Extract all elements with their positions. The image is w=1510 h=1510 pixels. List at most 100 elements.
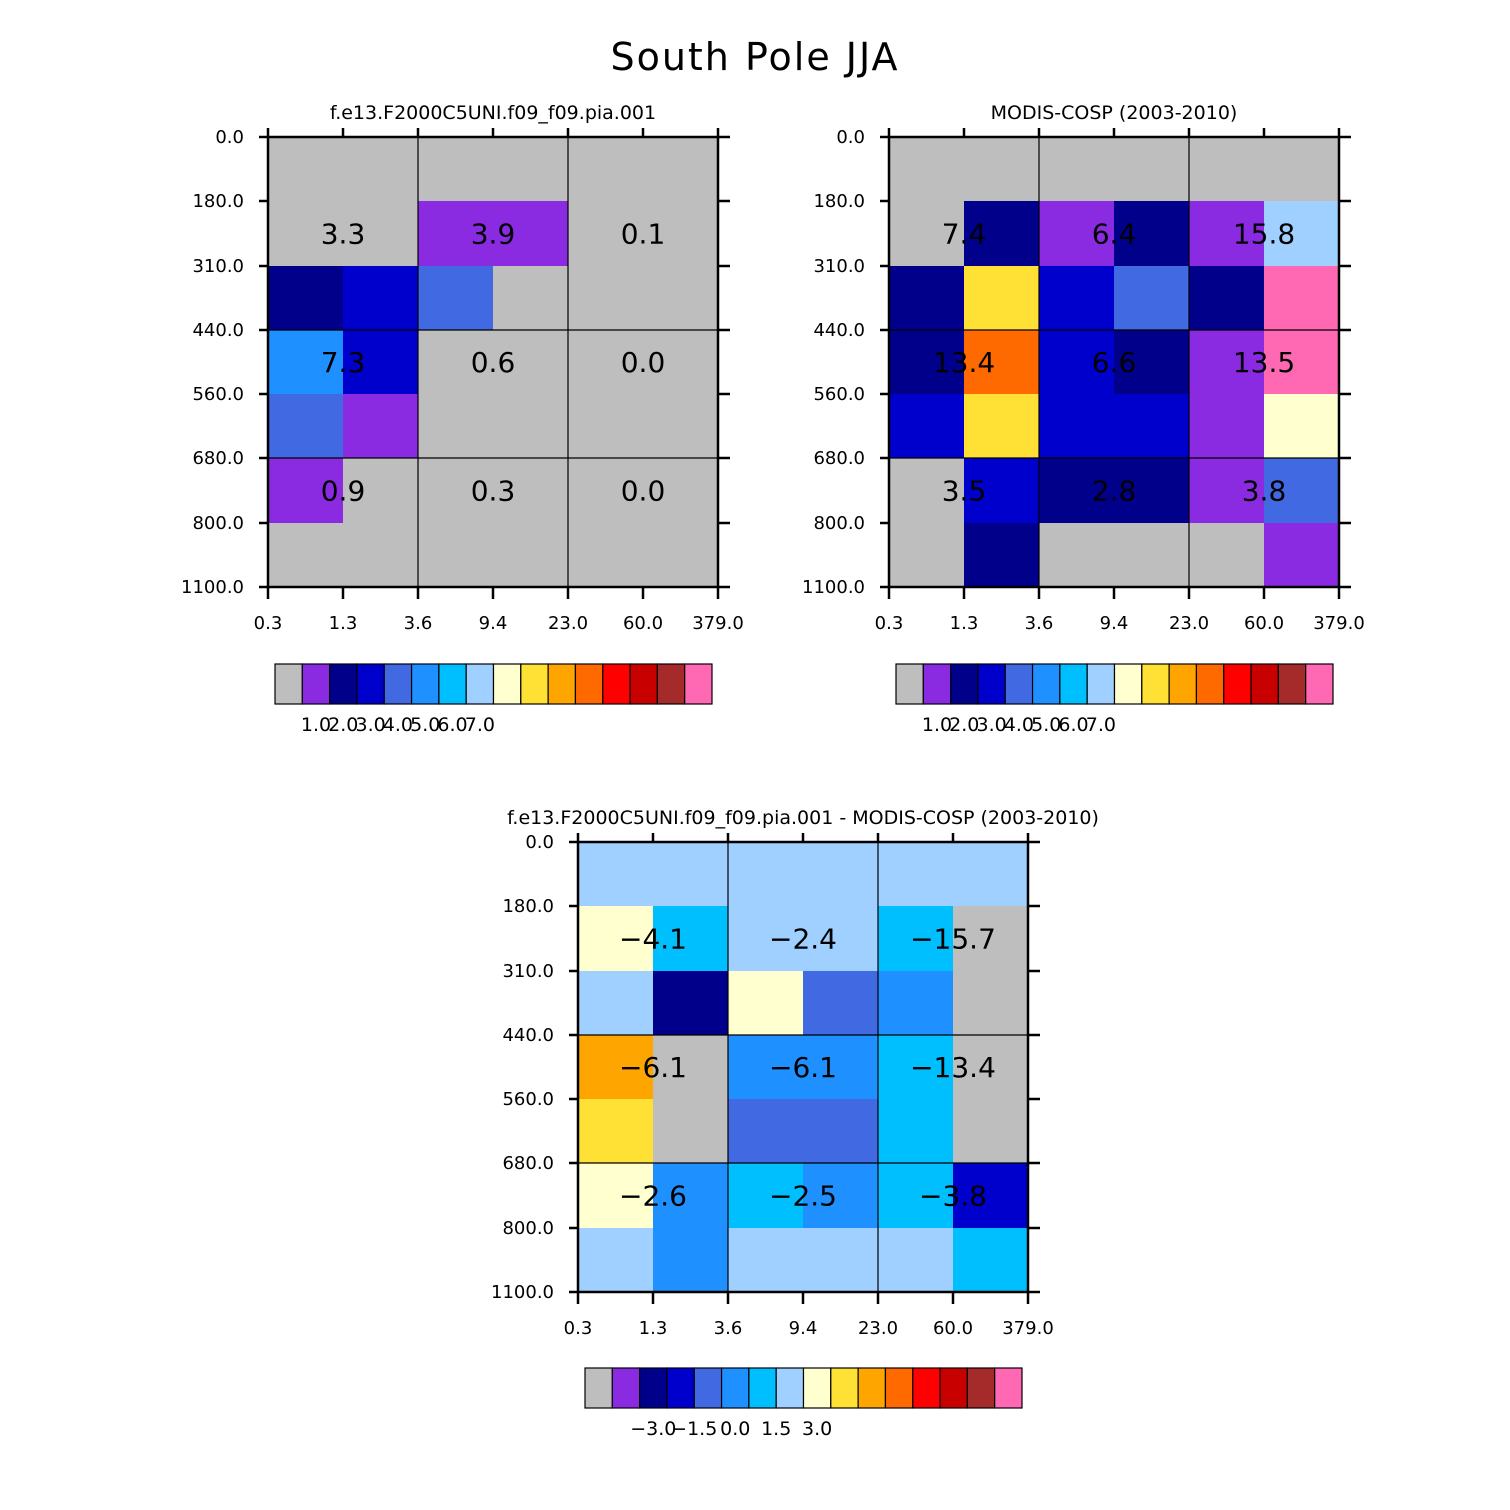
heatmap-cell — [578, 842, 653, 906]
colorbar-box — [977, 663, 1006, 705]
colorbar-label: 4.0 — [383, 714, 413, 736]
heatmap-cell — [1039, 137, 1114, 201]
heatmap-cell — [418, 266, 493, 330]
heatmap-cell — [578, 906, 653, 971]
colorbar-box — [584, 1367, 613, 1409]
colorbar-box — [1031, 663, 1061, 705]
x-tick-label: 379.0 — [1313, 613, 1365, 634]
heatmap-cell — [964, 330, 1039, 394]
y-tick-label: 180.0 — [502, 896, 554, 917]
block-value-label: −6.1 — [619, 1051, 687, 1084]
colorbar-box — [602, 663, 631, 705]
heatmap-cell — [268, 458, 343, 523]
heatmap-cell — [568, 266, 643, 330]
heatmap-cell — [568, 523, 643, 587]
block-value-label: 3.5 — [942, 475, 987, 508]
heatmap-cell — [1114, 137, 1189, 201]
heatmap-cell — [953, 906, 1028, 971]
heatmap-cell — [964, 523, 1039, 587]
colorbar-label: 6.0 — [437, 714, 467, 736]
panel-title: MODIS-COSP (2003-2010) — [991, 102, 1238, 124]
y-tick-label: 0.0 — [215, 127, 244, 148]
colorbar-box — [922, 663, 952, 705]
heatmap-cell — [728, 971, 803, 1035]
heatmap-cell — [643, 523, 718, 587]
colorbar-label: 5.0 — [410, 714, 440, 736]
heatmap-cell — [1114, 523, 1189, 587]
heatmap-cell — [268, 266, 343, 330]
heatmap-cell — [568, 330, 643, 394]
colorbar-box — [1277, 663, 1307, 705]
heatmap-cell — [964, 266, 1039, 330]
heatmap-cell — [1039, 523, 1114, 587]
block-value-label: 0.0 — [621, 475, 666, 508]
heatmap-cell — [728, 842, 803, 906]
colorbar-box — [994, 1367, 1023, 1409]
x-tick-label: 0.3 — [564, 1318, 593, 1339]
x-tick-label: 1.3 — [950, 613, 979, 634]
heatmap-cell — [803, 906, 878, 971]
y-tick-label: 310.0 — [502, 961, 554, 982]
heatmap-cell — [1189, 330, 1264, 394]
heatmap-cell — [1264, 458, 1339, 523]
panel-2: MODIS-COSP (2003-2010) 0.0 180.0 310.0 440.0… — [802, 102, 1365, 736]
heatmap-cell — [268, 137, 343, 201]
block-value-label: −2.4 — [769, 923, 837, 956]
heatmap-cell — [268, 523, 343, 587]
heatmap-cell — [418, 523, 493, 587]
block-value-label: 6.6 — [1092, 346, 1137, 379]
heatmap-cell — [964, 394, 1039, 458]
heatmap-cell — [418, 137, 493, 201]
heatmap-cell — [493, 266, 568, 330]
colorbar-box — [383, 663, 413, 705]
colorbar-box — [356, 663, 385, 705]
colorbar-box — [966, 1367, 996, 1409]
heatmap-cell — [343, 458, 418, 523]
heatmap-cell — [1189, 394, 1264, 458]
y-tick-label: 440.0 — [813, 320, 865, 341]
y-tick-label: 0.0 — [836, 127, 865, 148]
block-value-label: −6.1 — [769, 1051, 837, 1084]
heatmap-cell — [889, 201, 964, 266]
colorbar-box — [1004, 663, 1034, 705]
heatmap-cell — [878, 971, 953, 1035]
heatmap-cell — [493, 201, 568, 266]
block-value-label: −3.8 — [919, 1180, 987, 1213]
colorbar-label: 7.0 — [1086, 714, 1116, 736]
heatmap-cell — [418, 201, 493, 266]
heatmap-cell — [953, 1099, 1028, 1163]
panel-title: f.e13.F2000C5UNI.f09_f09.pia.001 — [330, 102, 656, 124]
heatmap-cell — [889, 137, 964, 201]
heatmap-cell — [343, 523, 418, 587]
colorbar-box — [684, 663, 713, 705]
heatmap-cell — [1114, 394, 1189, 458]
x-tick-label: 60.0 — [623, 613, 663, 634]
block-value-label: −2.5 — [769, 1180, 837, 1213]
block-value-label: 7.4 — [942, 218, 987, 251]
heatmap-cell — [643, 394, 718, 458]
heatmap-cell — [568, 458, 643, 523]
heatmap-cell — [1189, 201, 1264, 266]
heatmap-cell — [889, 394, 964, 458]
x-tick-label: 379.0 — [692, 613, 744, 634]
heatmap-cell — [568, 394, 643, 458]
heatmap-cell — [1114, 201, 1189, 266]
heatmap-cell — [1264, 266, 1339, 330]
heatmap-cell — [418, 394, 493, 458]
heatmap-cell — [964, 458, 1039, 523]
heatmap-cell — [493, 523, 568, 587]
block-value-label: 3.9 — [471, 218, 516, 251]
heatmap-cell — [343, 137, 418, 201]
block-value-label: 6.4 — [1092, 218, 1137, 251]
heatmap-cell — [268, 201, 343, 266]
heatmap-cell — [493, 330, 568, 394]
colorbar-label: 5.0 — [1031, 714, 1061, 736]
colorbar-box — [629, 663, 658, 705]
colorbar-box — [1168, 663, 1198, 705]
colorbar-label: 2.0 — [949, 714, 979, 736]
colorbar-box — [912, 1367, 941, 1409]
heatmap-cell — [889, 266, 964, 330]
y-tick-label: 180.0 — [192, 191, 244, 212]
colorbar-box — [611, 1367, 641, 1409]
